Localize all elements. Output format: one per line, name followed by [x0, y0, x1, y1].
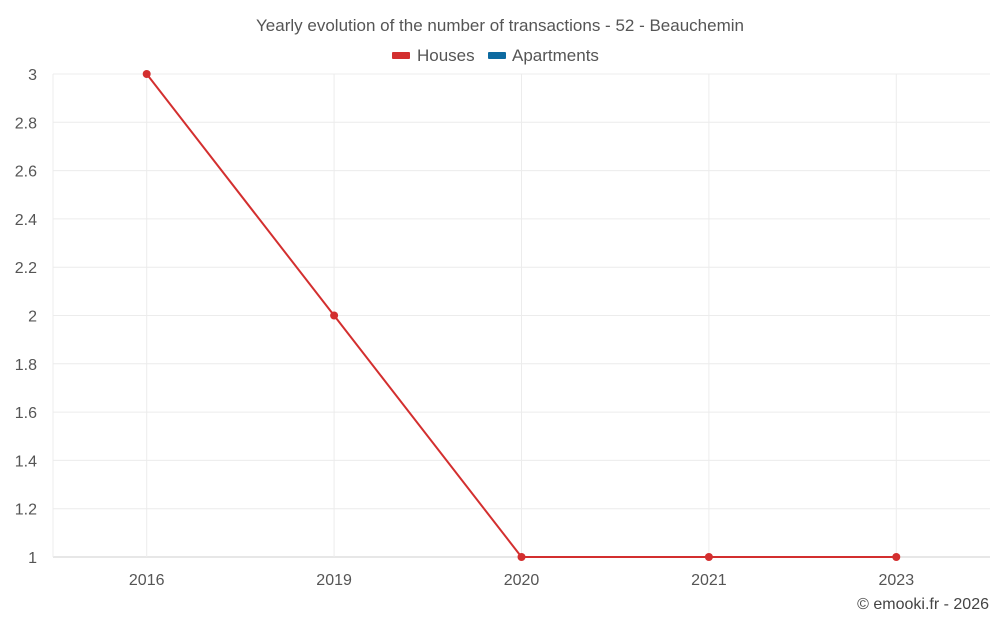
- series-layer: [142, 70, 901, 561]
- x-tick-label: 2019: [316, 572, 352, 589]
- data-point-houses: [892, 553, 901, 561]
- legend-label-apartments: Apartments: [512, 46, 599, 65]
- data-point-houses: [704, 553, 713, 561]
- legend: Houses Apartments: [392, 46, 599, 65]
- y-tick-label: 1.2: [15, 502, 37, 519]
- data-point-houses: [517, 553, 526, 561]
- y-tick-label: 1.4: [15, 453, 37, 470]
- x-tick-label: 2020: [504, 572, 540, 589]
- y-tick-label: 3: [28, 67, 37, 84]
- axes: 1 1.2 1.4 1.6 1.8 2 2.2 2.4 2.6 2.8 3 2016 2019 2020 2…: [15, 67, 914, 589]
- legend-item-apartments[interactable]: Apartments: [488, 46, 599, 65]
- y-tick-label: 1.8: [15, 357, 37, 374]
- credit-text: © emooki.fr - 2026: [857, 596, 989, 613]
- data-point-houses: [142, 70, 151, 78]
- grid: [52, 73, 990, 558]
- y-tick-label: 2.4: [15, 212, 37, 229]
- x-tick-label: 2023: [879, 572, 915, 589]
- legend-item-houses[interactable]: Houses: [392, 46, 475, 65]
- legend-label-houses: Houses: [417, 46, 475, 65]
- y-tick-label: 2.2: [15, 260, 37, 277]
- y-tick-label: 2: [28, 309, 37, 326]
- data-point-houses: [330, 311, 339, 320]
- legend-swatch-houses: [392, 52, 410, 59]
- y-tick-label: 1: [28, 550, 37, 567]
- chart-title: Yearly evolution of the number of transa…: [256, 16, 744, 35]
- y-tick-label: 2.6: [15, 164, 37, 181]
- legend-swatch-apartments: [488, 52, 506, 59]
- x-tick-label: 2021: [691, 572, 727, 589]
- y-tick-label: 2.8: [15, 115, 37, 132]
- y-tick-label: 1.6: [15, 405, 37, 422]
- x-tick-label: 2016: [129, 572, 165, 589]
